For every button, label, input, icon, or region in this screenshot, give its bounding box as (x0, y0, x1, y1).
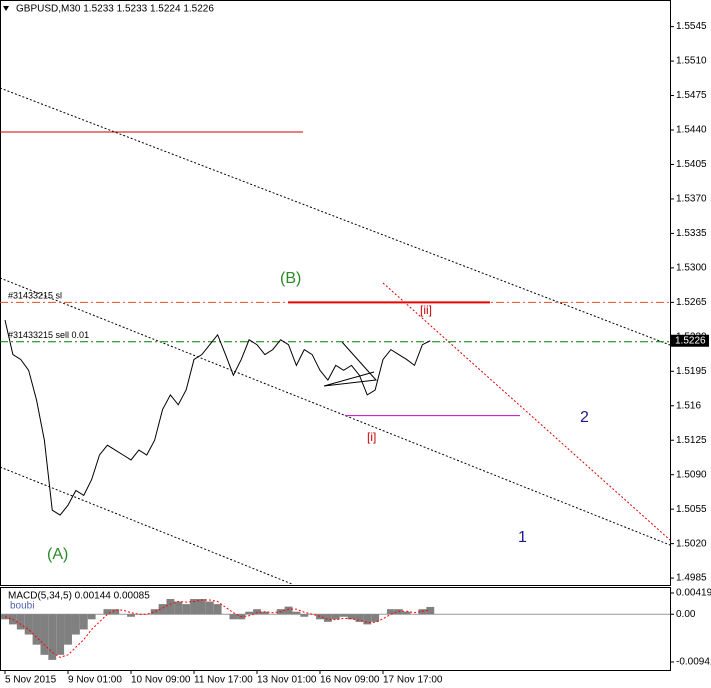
macd-bar (386, 609, 395, 615)
last-price-box (671, 334, 709, 347)
macd-bar (32, 614, 41, 645)
level-label: #31433215 sl (8, 291, 62, 301)
y-tick-label: 1.5545 (676, 21, 707, 32)
chart-title: GBPUSD,M30 1.5233 1.5233 1.5224 1.5226 (16, 4, 214, 15)
y-tick-label: 1.5440 (676, 125, 707, 136)
macd-bar (111, 609, 120, 615)
x-tick-label: 5 Nov 2015 (5, 675, 57, 686)
macd-bar (355, 614, 364, 622)
y-tick-label: 1.5090 (676, 469, 707, 480)
macd-bar (229, 614, 238, 620)
macd-bar (402, 611, 411, 615)
macd-bar (56, 614, 65, 655)
y-tick-label: 1.5475 (676, 90, 707, 101)
macd-bar (284, 606, 293, 615)
y-tick-label: 1.5405 (676, 159, 707, 170)
y-tick-label: 0.00 (676, 609, 696, 620)
macd-bar (331, 614, 340, 620)
macd-bar (339, 614, 348, 617)
wave-label: 2 (580, 409, 589, 426)
trend-line (382, 282, 671, 541)
macd-bar (347, 614, 356, 620)
x-tick-label: 9 Nov 01:00 (68, 675, 122, 686)
macd-bar (166, 599, 175, 615)
y-tick-label: 1.5020 (676, 538, 707, 549)
wave-label: (A) (47, 546, 68, 563)
y-tick-label: 0.00419 (676, 588, 711, 599)
macd-bar (253, 609, 261, 615)
macd-bar (127, 614, 135, 617)
trend-line (0, 87, 671, 346)
macd-bar (371, 614, 380, 622)
x-tick-label: 10 Nov 09:00 (131, 675, 191, 686)
macd-bar (260, 611, 269, 615)
y-tick-label: 1.5335 (676, 228, 707, 239)
macd-bar (71, 614, 80, 635)
macd-bar (64, 614, 72, 645)
macd-bar (150, 609, 159, 615)
level-label: #31433215 sell 0.01 (8, 330, 89, 340)
macd-bar (182, 604, 191, 615)
macd-bar (426, 606, 435, 615)
macd-bar (316, 614, 324, 620)
wave-wedge (323, 341, 378, 387)
x-tick-label: 16 Nov 09:00 (320, 675, 380, 686)
macd-bar (300, 614, 309, 617)
macd-bar (79, 614, 88, 630)
macd-bar (174, 601, 183, 615)
macd-bar (24, 614, 33, 635)
macd-bar (197, 599, 206, 615)
x-tick-label: 11 Nov 17:00 (194, 675, 253, 686)
menu-arrow (3, 6, 9, 11)
macd-bar (363, 614, 372, 625)
macd-title: MACD(5,34,5) 0.00144 0.00085 (8, 591, 150, 602)
macd-panel (0, 587, 671, 671)
signal-line (4, 599, 431, 658)
macd-bar (323, 614, 332, 622)
price-line (4, 319, 431, 516)
y-tick-label: 1.516 (676, 400, 701, 411)
y-tick-label: 1.5510 (676, 56, 707, 67)
wave-label: (B) (280, 270, 301, 287)
macd-bar (213, 604, 222, 615)
macd-bar (158, 604, 167, 615)
macd-bar (418, 609, 427, 615)
y-tick-label: 1.5055 (676, 504, 707, 515)
x-tick-label: 17 Nov 17:00 (383, 675, 443, 686)
macd-bar (48, 614, 57, 660)
macd-subtitle: boubi (10, 601, 34, 612)
y-tick-label: 1.5125 (676, 435, 707, 446)
macd-bar (40, 614, 49, 655)
macd-bar (190, 599, 198, 615)
x-tick-label: 13 Nov 01:00 (257, 675, 317, 686)
macd-bar (292, 611, 301, 615)
y-tick-label: 1.5195 (676, 366, 707, 377)
trend-line (0, 466, 293, 585)
wave-label: [i] (367, 430, 376, 444)
y-tick-label: 1.4985 (676, 573, 707, 584)
macd-bar (103, 609, 112, 615)
macd-bar (245, 611, 254, 615)
macd-bar (205, 601, 214, 615)
y-tick-label: 1.5370 (676, 194, 707, 205)
wave-label: 1 (518, 529, 527, 546)
last-price-label: 1.5226 (675, 335, 706, 346)
wave-label: [ii] (420, 303, 432, 317)
trend-line (0, 277, 671, 546)
macd-bar (87, 614, 96, 620)
macd-bar (16, 614, 25, 630)
y-tick-label: 1.5300 (676, 263, 707, 274)
y-tick-label: 1.5265 (676, 297, 707, 308)
main-panel (0, 0, 671, 586)
y-tick-label: -0.00941 (676, 657, 711, 668)
trend-lines (0, 87, 671, 585)
